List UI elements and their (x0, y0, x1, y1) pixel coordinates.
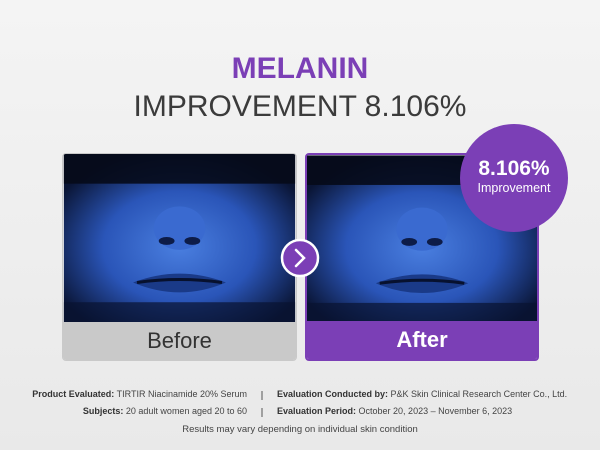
subtitle: IMPROVEMENT 8.106% (133, 90, 467, 123)
footer-key: Product Evaluated: (32, 389, 115, 399)
arrow-icon (280, 238, 320, 278)
footer-separators (261, 391, 263, 417)
footer-item: Evaluation Period: October 20, 2023 – No… (277, 406, 512, 416)
footer-text: TIRTIR Niacinamide 20% Serum (116, 389, 247, 399)
before-panel: Before (62, 153, 297, 361)
footer-key: Evaluation Period: (277, 406, 357, 416)
footer-item: Subjects: 20 adult women aged 20 to 60 (83, 406, 247, 416)
footer-key: Evaluation Conducted by: (277, 389, 389, 399)
badge-value: 8.106% (478, 157, 550, 180)
badge-label: Improvement (477, 181, 551, 195)
footer-item: Product Evaluated: TIRTIR Niacinamide 20… (32, 389, 247, 399)
footer-text: 20 adult women aged 20 to 60 (125, 406, 247, 416)
badge: 8.106% Improvement (460, 124, 568, 232)
footer-item: Evaluation Conducted by: P&K Skin Clinic… (277, 389, 567, 399)
footer-text: P&K Skin Clinical Research Center Co., L… (390, 389, 568, 399)
footer-note: Results may vary depending on individual… (182, 424, 418, 435)
before-photo (63, 154, 296, 322)
footer-text: October 20, 2023 – November 6, 2023 (358, 406, 513, 416)
before-label: Before (63, 322, 296, 360)
title: MELANIN (231, 52, 369, 85)
after-label: After (307, 321, 537, 359)
footer-key: Subjects: (82, 406, 124, 416)
